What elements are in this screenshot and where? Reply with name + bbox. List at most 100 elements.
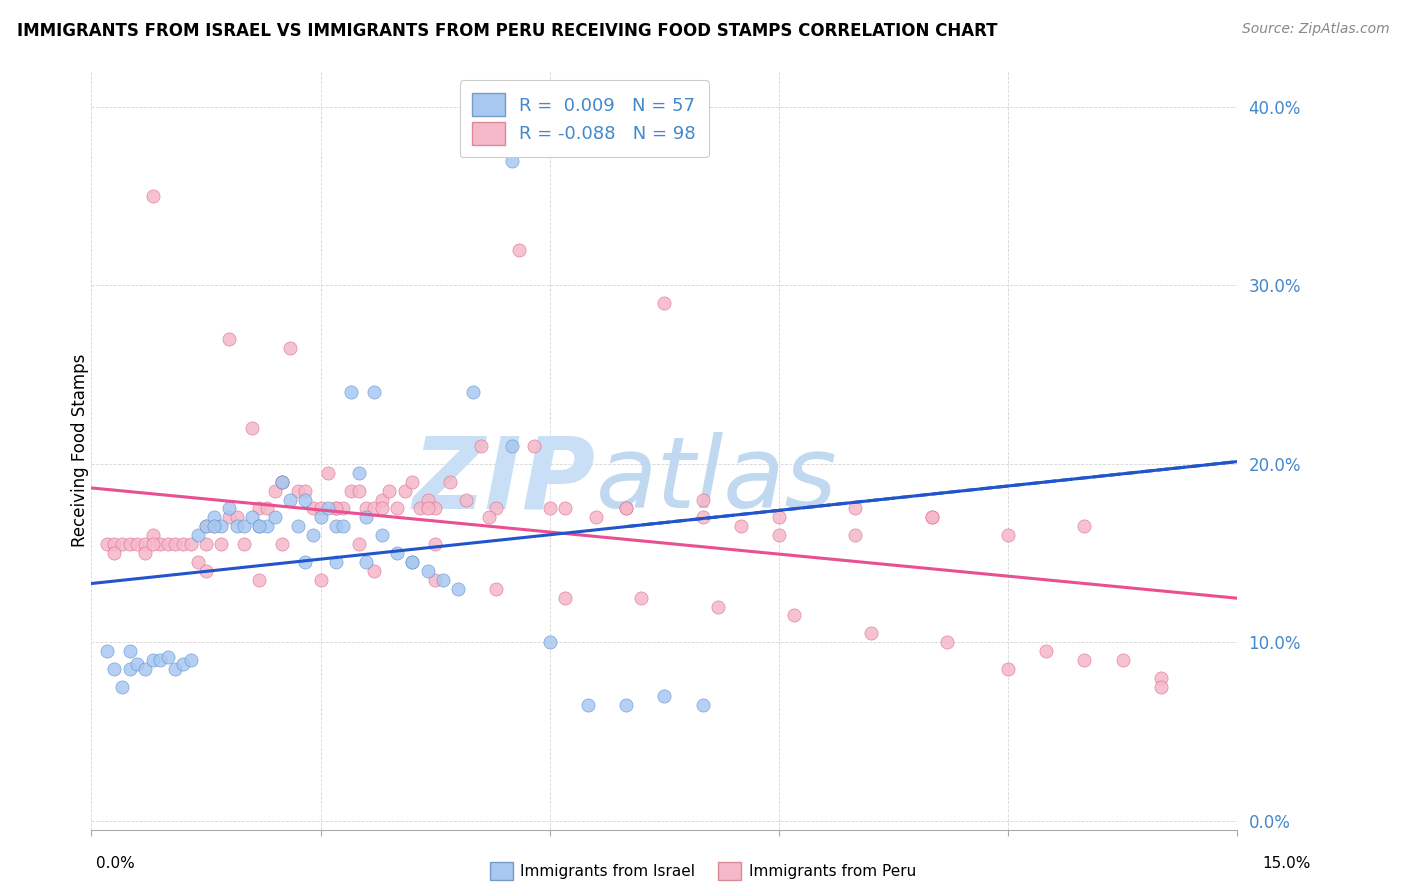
Point [652, 689, 675, 703]
Point [172, 657, 194, 671]
Y-axis label: Receiving Food Stamps: Receiving Food Stamps [72, 354, 89, 547]
Point [134, 662, 156, 676]
Point [478, 510, 501, 524]
Point [652, 296, 675, 310]
Point [409, 501, 432, 516]
Point [278, 492, 301, 507]
Point [485, 501, 508, 516]
Point [118, 644, 141, 658]
Point [614, 501, 637, 516]
Point [921, 510, 943, 524]
Point [103, 537, 125, 551]
Point [309, 501, 332, 516]
Point [508, 243, 530, 257]
Point [209, 519, 232, 533]
Point [416, 501, 439, 516]
Point [1073, 653, 1095, 667]
Point [385, 546, 408, 560]
Point [332, 501, 354, 516]
Point [538, 635, 561, 649]
Point [194, 519, 217, 533]
Point [432, 573, 454, 587]
Point [416, 564, 439, 578]
Point [209, 537, 232, 551]
Point [554, 591, 576, 605]
Point [370, 492, 392, 507]
Point [141, 653, 163, 667]
Point [180, 537, 202, 551]
Point [859, 626, 882, 640]
Point [240, 421, 263, 435]
Point [356, 501, 378, 516]
Point [294, 555, 316, 569]
Point [194, 564, 217, 578]
Point [614, 698, 637, 712]
Text: Source: ZipAtlas.com: Source: ZipAtlas.com [1241, 22, 1389, 37]
Point [997, 662, 1019, 676]
Point [783, 608, 806, 623]
Point [401, 555, 423, 569]
Point [118, 662, 141, 676]
Point [401, 475, 423, 489]
Point [523, 439, 546, 453]
Point [844, 501, 866, 516]
Point [149, 653, 172, 667]
Point [692, 698, 714, 712]
Point [156, 537, 179, 551]
Point [325, 519, 347, 533]
Point [370, 528, 392, 542]
Point [96, 644, 118, 658]
Point [127, 657, 149, 671]
Point [233, 519, 256, 533]
Point [278, 341, 301, 355]
Point [356, 510, 378, 524]
Point [187, 555, 209, 569]
Point [149, 537, 172, 551]
Text: 0.0%: 0.0% [96, 856, 135, 871]
Point [263, 510, 285, 524]
Point [423, 501, 446, 516]
Point [340, 483, 363, 498]
Point [141, 189, 163, 203]
Point [394, 483, 416, 498]
Point [127, 537, 149, 551]
Point [218, 501, 240, 516]
Point [202, 519, 225, 533]
Point [309, 573, 332, 587]
Point [165, 537, 187, 551]
Point [118, 537, 141, 551]
Point [218, 332, 240, 346]
Legend: Immigrants from Israel, Immigrants from Peru: Immigrants from Israel, Immigrants from … [485, 857, 921, 884]
Point [630, 591, 652, 605]
Point [263, 483, 285, 498]
Point [111, 537, 134, 551]
Point [294, 483, 316, 498]
Point [730, 519, 752, 533]
Point [271, 537, 294, 551]
Text: ZIP: ZIP [412, 433, 596, 529]
Point [240, 510, 263, 524]
Point [332, 519, 354, 533]
Point [249, 519, 271, 533]
Point [921, 510, 943, 524]
Point [363, 501, 385, 516]
Point [385, 501, 408, 516]
Point [302, 501, 325, 516]
Point [401, 555, 423, 569]
Point [347, 537, 370, 551]
Point [165, 662, 187, 676]
Point [187, 528, 209, 542]
Point [363, 564, 385, 578]
Point [1073, 519, 1095, 533]
Point [370, 501, 392, 516]
Point [1035, 644, 1057, 658]
Point [844, 528, 866, 542]
Point [156, 649, 179, 664]
Point [1111, 653, 1133, 667]
Point [172, 537, 194, 551]
Point [692, 492, 714, 507]
Point [111, 680, 134, 694]
Point [576, 698, 599, 712]
Point [271, 475, 294, 489]
Point [501, 439, 523, 453]
